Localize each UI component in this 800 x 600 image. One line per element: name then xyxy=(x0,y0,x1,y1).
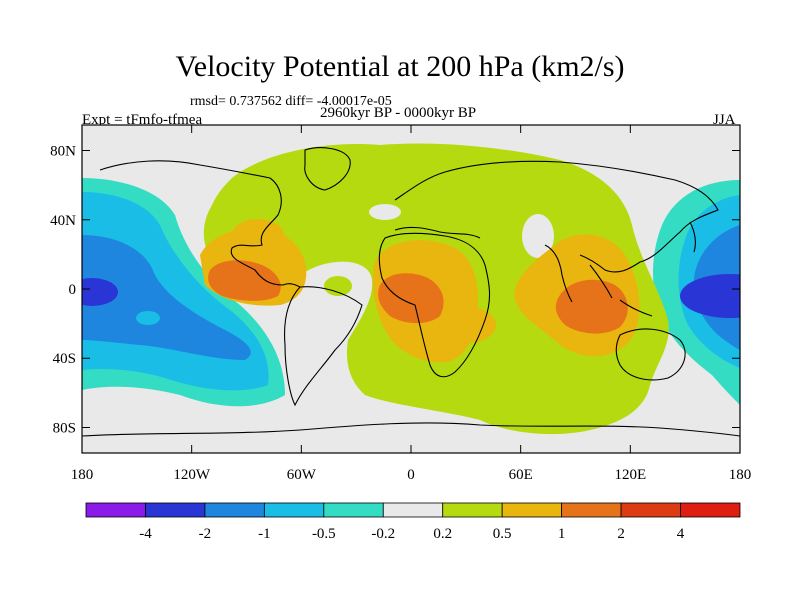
colorbar-label: -0.2 xyxy=(371,526,395,542)
coastline-japan xyxy=(689,221,696,253)
negative-contour-core-west xyxy=(82,278,118,306)
x-tick-label: 60W xyxy=(287,467,317,483)
positive-contour-orange-patch xyxy=(440,307,496,343)
coastline-europe-south xyxy=(394,226,481,239)
coastline-north-america xyxy=(99,160,301,288)
y-axis-ticks: 80N 40N 0 40S 80S xyxy=(50,144,740,436)
x-tick-label: 180 xyxy=(71,467,94,483)
negative-contour-inner-west xyxy=(136,311,160,325)
coastline-europe-asia xyxy=(394,160,719,273)
colorbar-labels: -4 -2 -1 -0.5 -0.2 0.2 0.5 1 2 4 xyxy=(139,526,685,542)
neutral-hole-southamerica xyxy=(290,261,373,346)
negative-contour-core-east xyxy=(680,274,740,318)
contour-field xyxy=(82,125,740,453)
season-label: JJA xyxy=(713,112,736,128)
x-axis-ticks: 180 120W 60W 0 60E 120E 180 xyxy=(71,125,752,483)
colorbar-swatch xyxy=(145,502,206,518)
period-label: 2960kyr BP - 0000kyr BP xyxy=(320,105,477,121)
colorbar-swatch xyxy=(680,502,741,518)
colorbar-label: 0.2 xyxy=(433,526,452,542)
coastline-india xyxy=(544,244,573,303)
positive-contour-small-brazil xyxy=(324,276,352,296)
colorbar-label: 1 xyxy=(558,526,566,542)
colorbar-swatch xyxy=(323,502,384,518)
colorbar-label: -1 xyxy=(258,526,271,542)
colorbar-label: -0.5 xyxy=(312,526,336,542)
coastline-greenland xyxy=(304,147,351,191)
y-tick-label: 80S xyxy=(53,420,76,436)
colorbar-label: 4 xyxy=(677,526,685,542)
colorbar-swatch xyxy=(263,502,325,518)
coastline-southeast-asia xyxy=(589,264,653,317)
positive-contour-darkorange-americas xyxy=(208,260,281,301)
statistics-label: rmsd= 0.737562 diff= -4.00017e-05 xyxy=(190,94,392,109)
colorbar-label: 0.5 xyxy=(493,526,512,542)
coastline-antarctica xyxy=(82,422,740,437)
colorbar xyxy=(85,502,741,518)
colorbar-swatch xyxy=(561,502,622,518)
colorbar-swatch xyxy=(442,502,503,518)
colorbar-swatch xyxy=(204,502,265,518)
coastlines xyxy=(82,147,740,437)
x-tick-label: 120W xyxy=(173,467,211,483)
x-tick-label: 180 xyxy=(729,467,752,483)
colorbar-swatch xyxy=(620,502,681,518)
negative-contour-blue-west xyxy=(82,235,251,360)
x-tick-label: 120E xyxy=(614,467,646,483)
colorbar-label: 2 xyxy=(617,526,625,542)
positive-contour-orange-northatlantic xyxy=(232,219,284,251)
map-title: Velocity Potential at 200 hPa (km2/s) xyxy=(175,50,625,83)
neutral-hole-atlantic xyxy=(369,204,401,220)
coastline-australia xyxy=(615,328,686,381)
colorbar-swatch xyxy=(382,502,444,518)
x-tick-label: 60E xyxy=(509,467,533,483)
coastline-africa xyxy=(378,232,491,378)
y-tick-label: 40S xyxy=(53,351,76,367)
colorbar-swatch xyxy=(501,502,563,518)
colorbar-swatch xyxy=(85,502,146,518)
positive-contour-darkorange-africa xyxy=(378,273,444,324)
y-tick-label: 0 xyxy=(69,282,77,298)
experiment-label: Expt = tFmfo-tfmea xyxy=(82,112,203,128)
x-tick-label: 0 xyxy=(407,467,415,483)
coastline-south-america xyxy=(284,286,363,407)
colorbar-label: -2 xyxy=(199,526,212,542)
y-tick-label: 80N xyxy=(50,144,76,160)
y-tick-label: 40N xyxy=(50,213,76,229)
colorbar-label: -4 xyxy=(139,526,152,542)
neutral-hole-mideast xyxy=(522,214,554,258)
